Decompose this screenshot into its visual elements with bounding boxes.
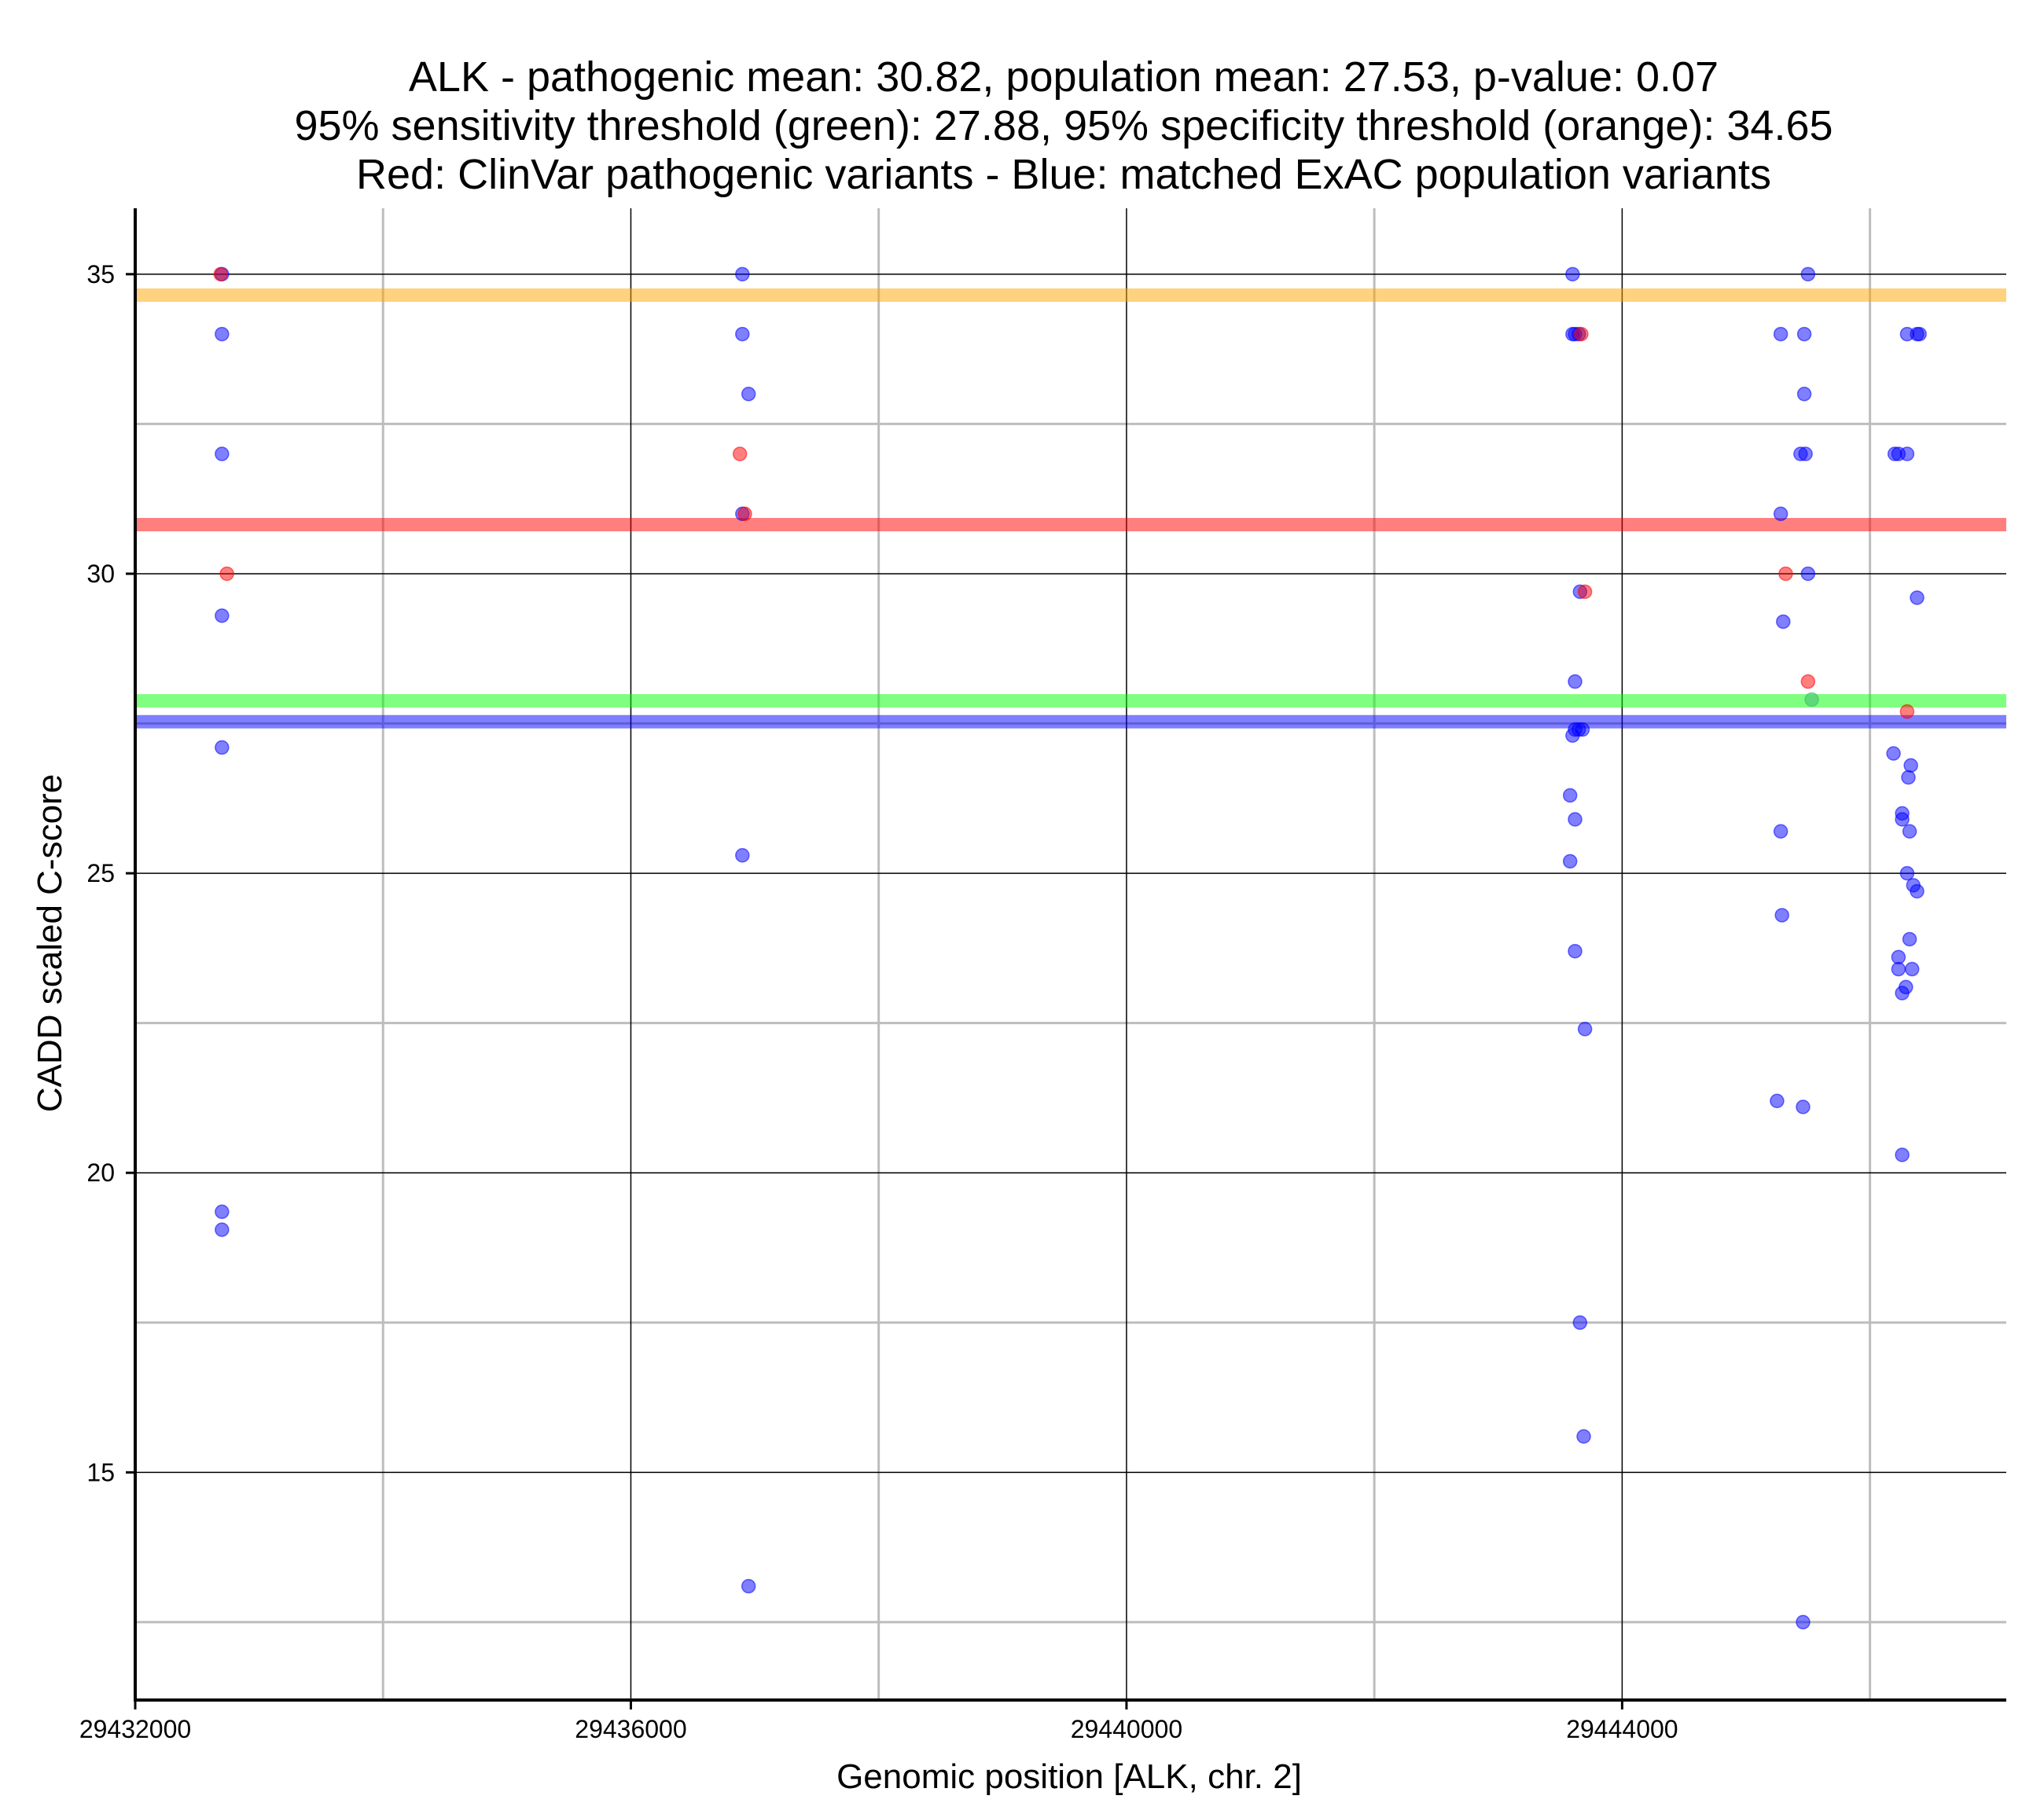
- reference-lines: [135, 288, 2006, 729]
- pathogenic-point: [732, 446, 748, 461]
- population-point: [1902, 824, 1917, 839]
- y-tick-label: 35: [86, 260, 115, 288]
- x-tick-label: 29444000: [1566, 1715, 1678, 1743]
- x-axis-title: Genomic position [ALK, chr. 2]: [836, 1757, 1302, 1796]
- pathogenic-point: [1778, 566, 1793, 582]
- population-point: [1800, 566, 1816, 582]
- population-point: [1796, 1100, 1811, 1114]
- population-point: [1902, 931, 1917, 947]
- population-point: [1773, 506, 1788, 521]
- population-point: [1910, 590, 1925, 605]
- population-point: [1798, 446, 1813, 461]
- population-point: [1565, 728, 1580, 744]
- population-point: [215, 1204, 230, 1220]
- pathogenic-point: [1800, 674, 1816, 689]
- population-point: [1568, 812, 1583, 827]
- population-point: [1800, 266, 1816, 282]
- pathogenic-point: [1899, 704, 1915, 719]
- y-axis-title: CADD scaled C-score: [31, 774, 69, 1112]
- data-points: [213, 266, 1927, 1630]
- population-point: [1572, 1315, 1588, 1331]
- population-point: [1796, 1614, 1811, 1630]
- population-point: [1895, 986, 1910, 1001]
- population-point: [1895, 1148, 1910, 1162]
- population-point: [1773, 824, 1788, 839]
- population-point: [1773, 326, 1788, 342]
- population-point: [741, 1578, 756, 1594]
- population-point: [215, 326, 230, 342]
- population-point: [1910, 883, 1925, 899]
- population-point: [1577, 1022, 1593, 1037]
- population-point: [1899, 446, 1915, 461]
- population-point: [1562, 854, 1578, 869]
- population-point: [1770, 1093, 1785, 1109]
- title-line-1: ALK - pathogenic mean: 30.82, population…: [409, 53, 1719, 101]
- population-point: [1774, 908, 1789, 923]
- population-point: [735, 266, 750, 282]
- y-tick-label: 20: [86, 1159, 115, 1187]
- population-point: [1776, 614, 1791, 630]
- pathogenic-point: [213, 266, 229, 282]
- population-point: [215, 1222, 230, 1237]
- title-line-2: 95% sensitivity threshold (green): 27.88…: [294, 102, 1833, 149]
- population-point: [1565, 266, 1580, 282]
- population-point: [1886, 746, 1901, 761]
- population-point: [1576, 1429, 1591, 1444]
- population-point: [741, 387, 756, 402]
- population-point: [735, 847, 750, 863]
- y-tick-labels: 15 20 25 30 35: [86, 260, 115, 1486]
- population-point: [1903, 758, 1918, 773]
- population-point: [1895, 812, 1910, 827]
- pathogenic-point: [1577, 584, 1593, 600]
- chart-title: ALK - pathogenic mean: 30.82, population…: [294, 53, 1833, 198]
- title-line-3: Red: ClinVar pathogenic variants - Blue:…: [356, 151, 1771, 198]
- population-point: [1796, 326, 1812, 342]
- population-point: [1901, 769, 1916, 785]
- x-tick-label: 29432000: [79, 1715, 191, 1743]
- population-point: [1912, 326, 1927, 342]
- pathogenic-point: [1574, 326, 1589, 342]
- population-point: [215, 446, 230, 461]
- population-point: [1904, 961, 1920, 977]
- major-gridlines: [134, 208, 2006, 1700]
- axes: [126, 208, 2006, 1709]
- population-point: [1568, 674, 1583, 689]
- population-point: [1891, 949, 1906, 965]
- threshold-marker-point: [1804, 692, 1819, 707]
- minor-gridlines: [135, 208, 2006, 1700]
- pathogenic-point: [219, 566, 234, 582]
- population-point: [215, 740, 230, 755]
- population-point: [1796, 387, 1812, 402]
- population-point: [1568, 943, 1583, 959]
- population-point: [215, 608, 230, 623]
- y-tick-label: 15: [86, 1458, 115, 1486]
- x-tick-label: 29440000: [1071, 1715, 1182, 1743]
- y-tick-label: 30: [86, 560, 115, 588]
- pathogenic-point: [737, 506, 752, 521]
- population-point: [1562, 788, 1578, 803]
- y-tick-label: 25: [86, 859, 115, 887]
- x-tick-labels: 29432000 29436000 29440000 29444000: [79, 1715, 1678, 1743]
- population-point: [1891, 961, 1906, 977]
- x-tick-label: 29436000: [575, 1715, 686, 1743]
- population-point: [1899, 865, 1915, 881]
- population-point: [735, 326, 750, 342]
